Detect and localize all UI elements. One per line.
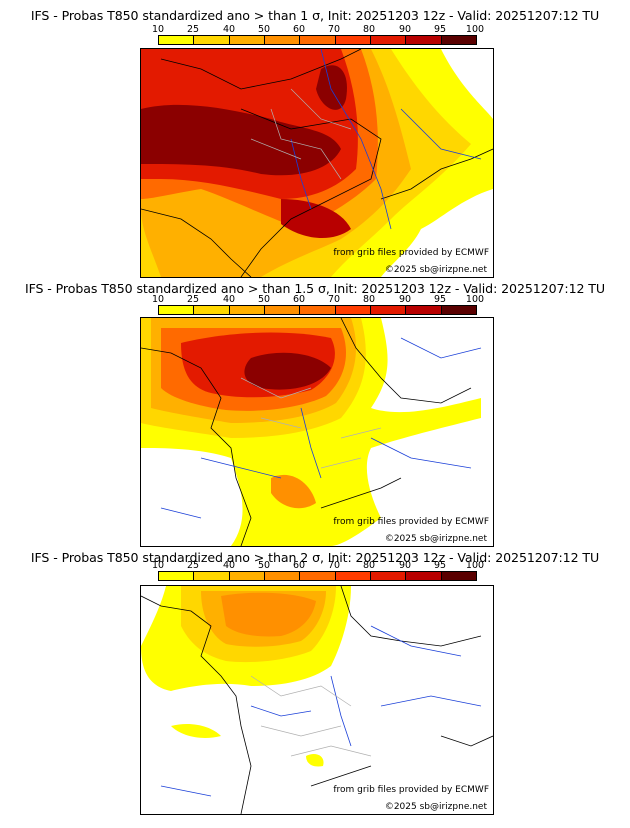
panel-2: IFS - Probas T850 standardized ano > tha…: [0, 278, 630, 548]
colorbar-swatch: [335, 306, 371, 314]
colorbar-tick: 70: [327, 560, 341, 571]
prob-field-10: [306, 754, 324, 767]
colorbar-tick: 60: [292, 294, 306, 305]
coastline: [141, 49, 493, 277]
colorbar-tick: 10: [151, 294, 165, 305]
colorbar-tick: 40: [222, 294, 236, 305]
river: [290, 49, 482, 230]
prob-field-95: [316, 65, 347, 110]
colorbar-tick: 80: [362, 560, 376, 571]
colorbar-tick: 70: [327, 24, 341, 35]
colorbar-tick: 50: [257, 24, 271, 35]
colorbar-swatch: [406, 572, 442, 580]
prob-field-95: [141, 104, 341, 176]
colorbar-swatch: [300, 572, 336, 580]
colorbar-tick: 100: [465, 294, 485, 305]
colorbar-swatch: [159, 572, 195, 580]
colorbar-swatch: [264, 306, 301, 314]
colorbar-swatch: [229, 572, 265, 580]
prob-field-60: [221, 592, 316, 637]
colorbar-swatch: [441, 36, 476, 44]
copyright-credit: ©2025 sb@irizpne.net: [384, 802, 487, 812]
probability-map: from grib files provided by ECMWF ©2025 …: [140, 585, 494, 815]
prob-field-10: [171, 724, 221, 738]
colorbar-swatch: [194, 306, 230, 314]
coastline: [141, 318, 472, 546]
copyright-credit: ©2025 sb@irizpne.net: [384, 265, 487, 275]
admin-boundary: [250, 88, 352, 180]
colorbar-tick: 100: [465, 24, 485, 35]
colorbar-tick: 25: [186, 560, 200, 571]
colorbar-swatch: [406, 306, 442, 314]
colorbar-swatch: [264, 572, 301, 580]
colorbar-tick: 25: [186, 24, 200, 35]
colorbar-tick: 10: [151, 24, 165, 35]
colorbar-swatch: [159, 36, 195, 44]
data-source-credit: from grib files provided by ECMWF: [333, 517, 489, 527]
colorbar-swatch: [264, 36, 301, 44]
prob-field-95: [244, 352, 331, 390]
river: [160, 337, 482, 519]
colorbar-tick: 95: [433, 24, 447, 35]
admin-boundary: [240, 377, 382, 469]
river: [160, 625, 482, 797]
colorbar-tick: 10: [151, 560, 165, 571]
data-source-credit: from grib files provided by ECMWF: [333, 248, 489, 258]
panel-3: IFS - Probas T850 standardized ano > tha…: [0, 548, 630, 828]
colorbar-tick: 95: [433, 294, 447, 305]
admin-boundary: [250, 675, 372, 757]
colorbar: [158, 305, 477, 315]
probability-map: from grib files provided by ECMWF ©2025 …: [140, 48, 494, 278]
colorbar-swatch: [370, 306, 407, 314]
colorbar-swatch: [159, 306, 195, 314]
colorbar-labels: 10 25 40 50 60 70 80 90 95 100: [140, 24, 492, 35]
colorbar-swatch: [335, 572, 371, 580]
panel-1: IFS - Probas T850 standardized ano > tha…: [0, 0, 630, 278]
colorbar-swatch: [335, 36, 371, 44]
data-source-credit: from grib files provided by ECMWF: [333, 785, 489, 795]
colorbar-tick: 90: [398, 560, 412, 571]
panel-title: IFS - Probas T850 standardized ano > tha…: [30, 8, 600, 23]
colorbar-swatch: [194, 36, 230, 44]
colorbar: [158, 35, 477, 45]
colorbar-tick: 90: [398, 294, 412, 305]
panel-title: IFS - Probas T850 standardized ano > tha…: [24, 281, 606, 296]
colorbar-tick: 80: [362, 24, 376, 35]
colorbar-tick: 60: [292, 24, 306, 35]
probability-map: from grib files provided by ECMWF ©2025 …: [140, 317, 494, 547]
colorbar-tick: 100: [465, 560, 485, 571]
colorbar-tick: 50: [257, 294, 271, 305]
colorbar-tick: 95: [433, 560, 447, 571]
colorbar-tick: 40: [222, 24, 236, 35]
colorbar-swatch: [441, 572, 476, 580]
colorbar-swatch: [300, 306, 336, 314]
colorbar: [158, 571, 477, 581]
copyright-credit: ©2025 sb@irizpne.net: [384, 534, 487, 544]
colorbar-swatch: [370, 36, 407, 44]
colorbar-swatch: [370, 572, 407, 580]
colorbar-tick: 70: [327, 294, 341, 305]
colorbar-swatch: [441, 306, 476, 314]
colorbar-tick: 25: [186, 294, 200, 305]
colorbar-labels: 10 25 40 50 60 70 80 90 95 100: [140, 560, 492, 571]
colorbar-swatch: [406, 36, 442, 44]
colorbar-swatch: [194, 572, 230, 580]
colorbar-tick: 50: [257, 560, 271, 571]
colorbar-tick: 60: [292, 560, 306, 571]
colorbar-swatch: [229, 306, 265, 314]
colorbar-swatch: [229, 36, 265, 44]
panel-title: IFS - Probas T850 standardized ano > tha…: [30, 550, 600, 565]
colorbar-swatch: [300, 36, 336, 44]
colorbar-labels: 10 25 40 50 60 70 80 90 95 100: [140, 294, 492, 305]
prob-field-40: [271, 474, 316, 509]
prob-field-95: [281, 199, 351, 239]
coastline: [141, 586, 493, 814]
colorbar-tick: 40: [222, 560, 236, 571]
colorbar-tick: 90: [398, 24, 412, 35]
colorbar-tick: 80: [362, 294, 376, 305]
